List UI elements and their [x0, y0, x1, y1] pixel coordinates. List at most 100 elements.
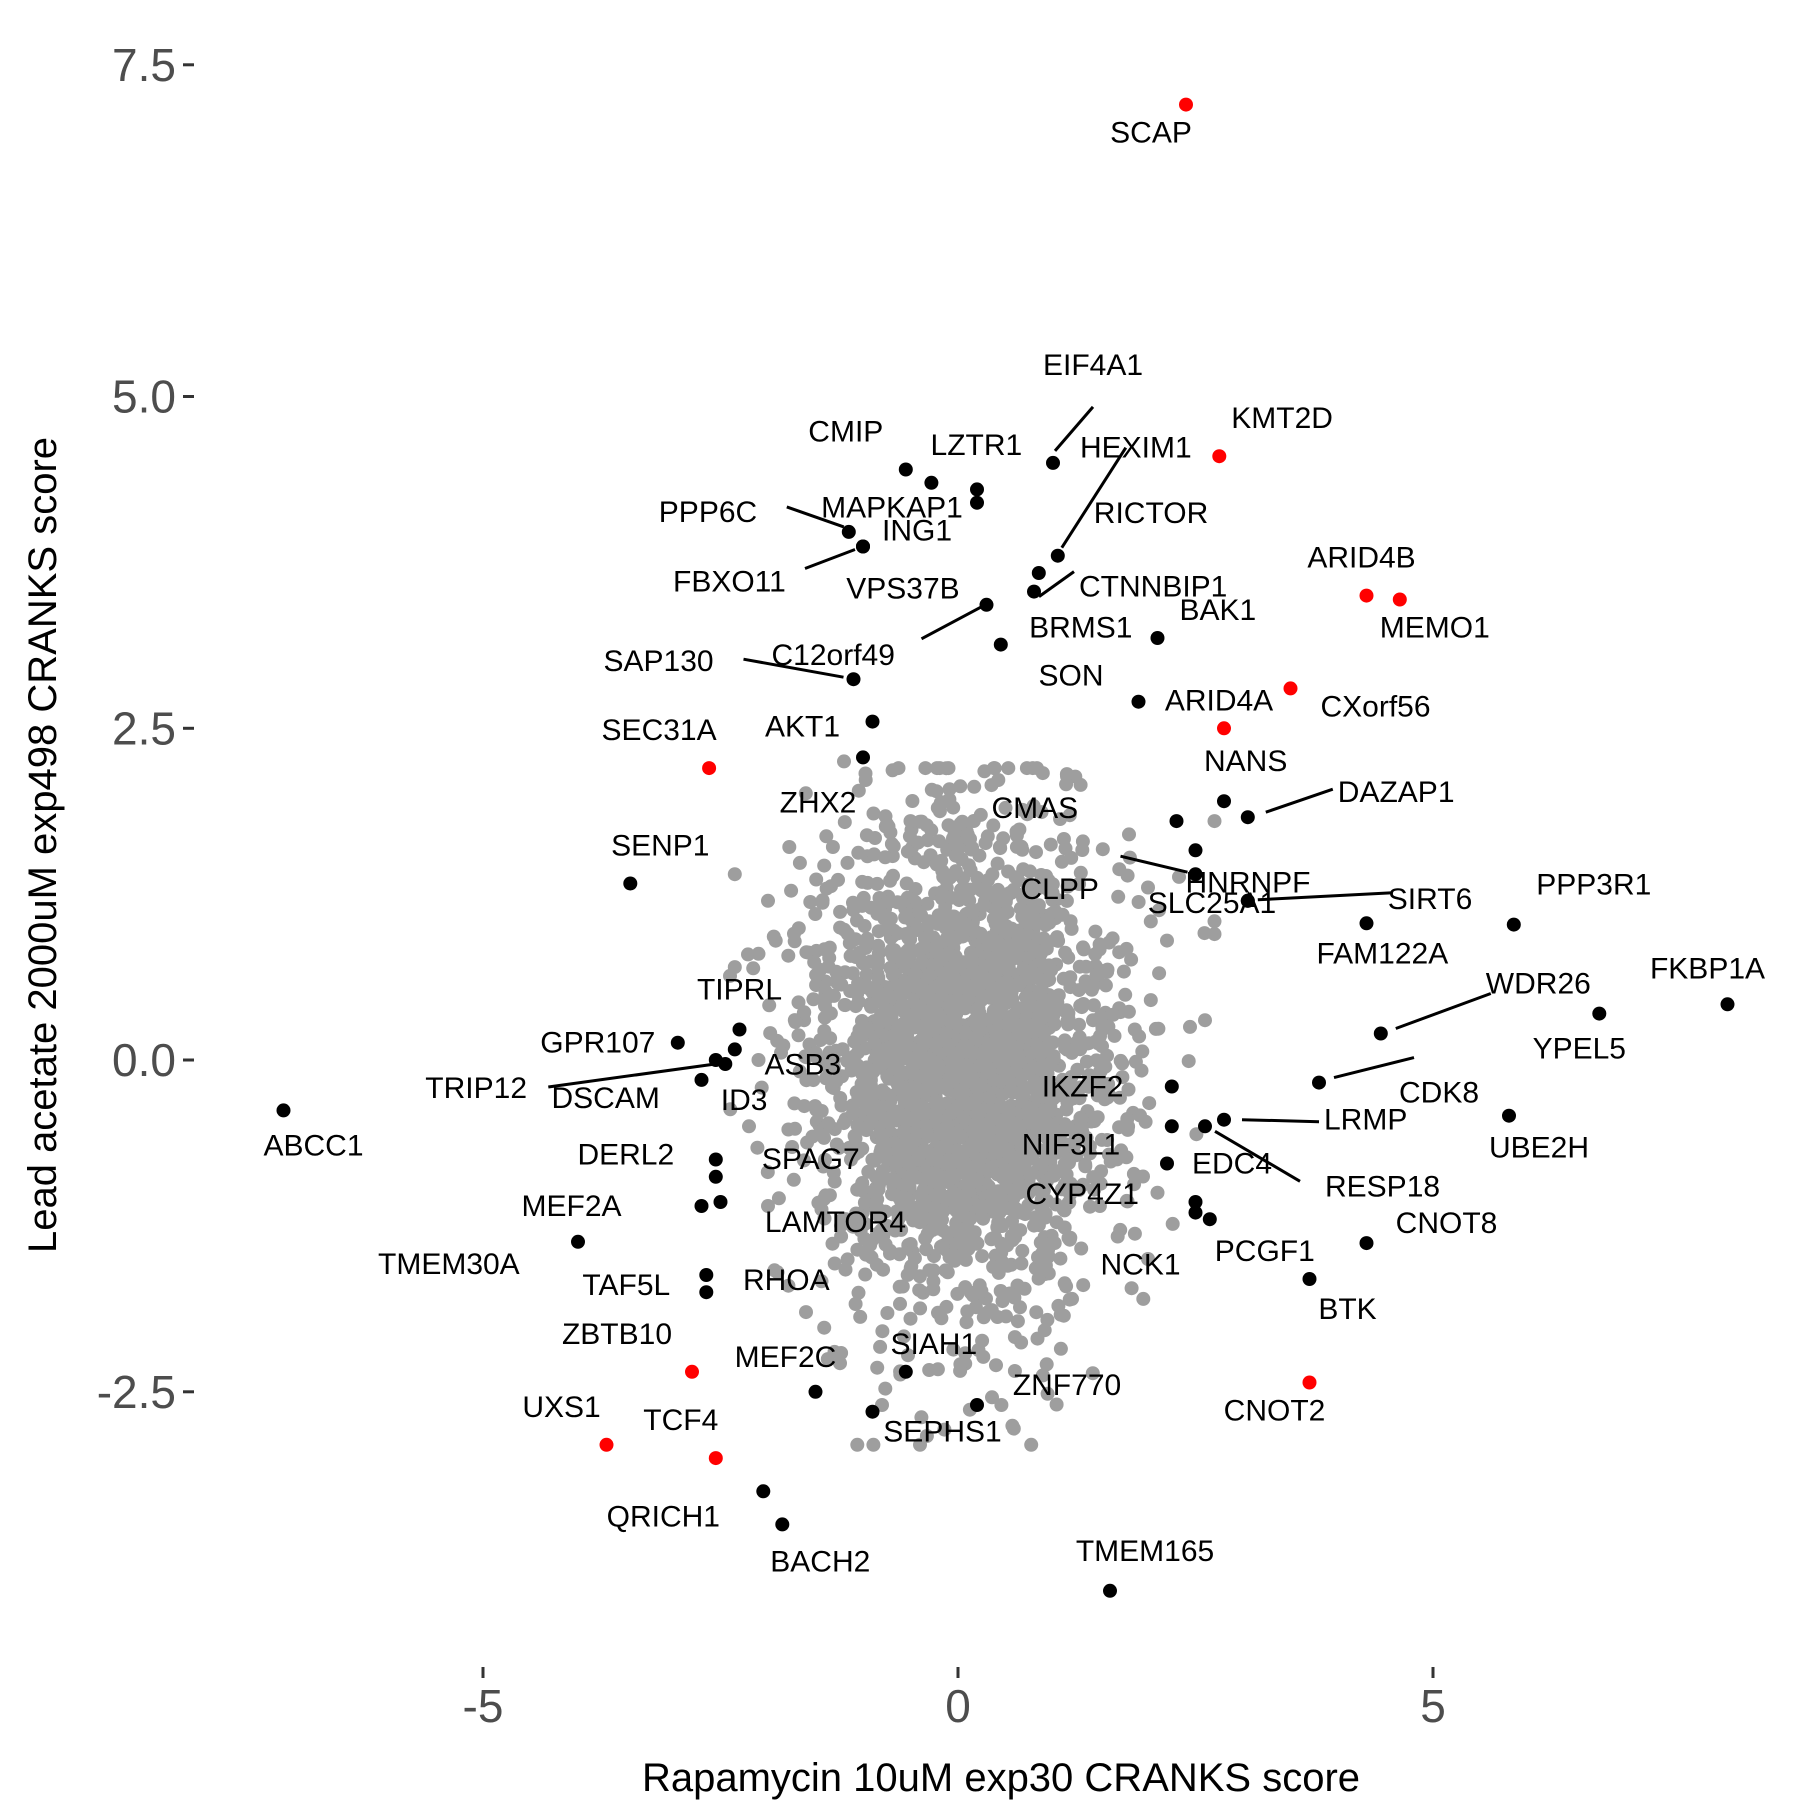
x-tick-label: -5	[463, 1680, 504, 1732]
background-point	[969, 976, 984, 991]
background-point	[932, 834, 947, 849]
background-point	[998, 1163, 1013, 1177]
label-qrich1: QRICH1	[607, 1500, 720, 1533]
background-point	[1086, 1170, 1101, 1185]
label-c12orf49: C12orf49	[772, 639, 895, 672]
background-point	[1019, 1106, 1034, 1121]
background-point	[850, 1045, 865, 1060]
background-point	[1021, 996, 1035, 1011]
background-point	[1059, 767, 1074, 782]
background-point	[837, 754, 851, 769]
background-point	[826, 1165, 841, 1180]
background-point	[880, 817, 894, 832]
background-point	[827, 1344, 842, 1359]
background-point	[1002, 1286, 1017, 1301]
background-point	[788, 1015, 803, 1029]
y-tick-label: 0.0	[112, 1034, 176, 1086]
label-tcf4: TCF4	[643, 1404, 718, 1437]
background-point	[1015, 1243, 1030, 1258]
background-point	[952, 1209, 967, 1224]
background-point	[1152, 966, 1167, 981]
background-point	[1014, 1205, 1029, 1220]
background-point	[919, 1126, 934, 1141]
background-point	[1012, 1176, 1027, 1191]
background-point	[954, 921, 969, 936]
background-point	[928, 1152, 943, 1167]
point-hnrnpf	[1188, 843, 1203, 858]
background-point	[1001, 959, 1016, 974]
label-kmt2d: KMT2D	[1231, 402, 1333, 435]
label-ctnnbip1: CTNNBIP1	[1079, 571, 1227, 604]
background-point	[866, 806, 881, 821]
background-point	[924, 1052, 939, 1067]
background-point	[870, 1360, 885, 1375]
point-ing1	[970, 495, 984, 510]
background-point	[1059, 893, 1074, 908]
label-eif4a1: EIF4A1	[1043, 349, 1143, 382]
background-point	[870, 1227, 884, 1241]
background-point	[856, 890, 871, 905]
background-point	[833, 920, 848, 935]
background-point	[1015, 842, 1030, 857]
background-point	[1049, 1197, 1064, 1212]
label-ikzf2: IKZF2	[1042, 1071, 1124, 1104]
background-point	[941, 1172, 956, 1187]
point-brms1	[993, 637, 1008, 652]
background-point	[990, 1050, 1005, 1064]
background-point	[847, 1034, 862, 1049]
background-point	[858, 1216, 873, 1231]
point-akt1	[865, 714, 880, 729]
background-point	[727, 960, 742, 975]
background-point	[1024, 914, 1039, 929]
background-point	[1111, 889, 1126, 904]
background-point	[817, 1010, 832, 1025]
background-point	[868, 1100, 883, 1114]
background-point	[914, 1005, 929, 1020]
background-point	[914, 955, 929, 970]
point-cyp4z1	[1188, 1195, 1203, 1209]
label-resp18: RESP18	[1325, 1170, 1440, 1203]
background-point	[821, 1116, 836, 1131]
background-point	[1048, 904, 1063, 919]
leader-line-c12orf49	[920, 605, 983, 641]
background-point	[922, 968, 937, 983]
label-cxorf56: CXorf56	[1321, 690, 1431, 723]
background-point	[1076, 1177, 1090, 1192]
background-point	[787, 934, 802, 949]
background-point	[875, 1324, 890, 1339]
background-point	[819, 829, 834, 844]
background-point	[1098, 1059, 1113, 1074]
background-point	[837, 815, 852, 830]
background-point	[983, 987, 998, 1002]
background-point	[990, 856, 1005, 871]
background-point	[797, 1153, 811, 1168]
background-point	[1110, 1229, 1125, 1244]
background-point	[1034, 982, 1049, 997]
label-siah1: SIAH1	[890, 1328, 977, 1361]
background-point	[1003, 1148, 1018, 1162]
background-point	[771, 1191, 786, 1206]
background-point	[1072, 1017, 1086, 1032]
background-point	[816, 1159, 831, 1174]
background-point	[1038, 1258, 1053, 1273]
background-point	[997, 1063, 1012, 1078]
background-point	[742, 1119, 756, 1134]
background-point	[960, 1220, 975, 1235]
background-point	[875, 1164, 890, 1179]
label-tmem30a: TMEM30A	[378, 1248, 520, 1281]
background-point	[1121, 1004, 1136, 1019]
background-point	[850, 1437, 865, 1452]
background-point	[1079, 1036, 1094, 1051]
background-point	[1032, 1045, 1047, 1060]
background-point	[1078, 1157, 1093, 1172]
background-point	[878, 850, 893, 865]
background-point	[1019, 1139, 1034, 1154]
background-point	[1003, 1201, 1018, 1216]
background-point	[1074, 1241, 1089, 1256]
label-scap: SCAP	[1110, 117, 1192, 150]
background-point	[865, 1152, 880, 1167]
background-point	[831, 872, 845, 887]
background-point	[854, 1076, 869, 1091]
label-sirt6: SIRT6	[1388, 883, 1472, 916]
background-point	[1063, 1187, 1078, 1202]
